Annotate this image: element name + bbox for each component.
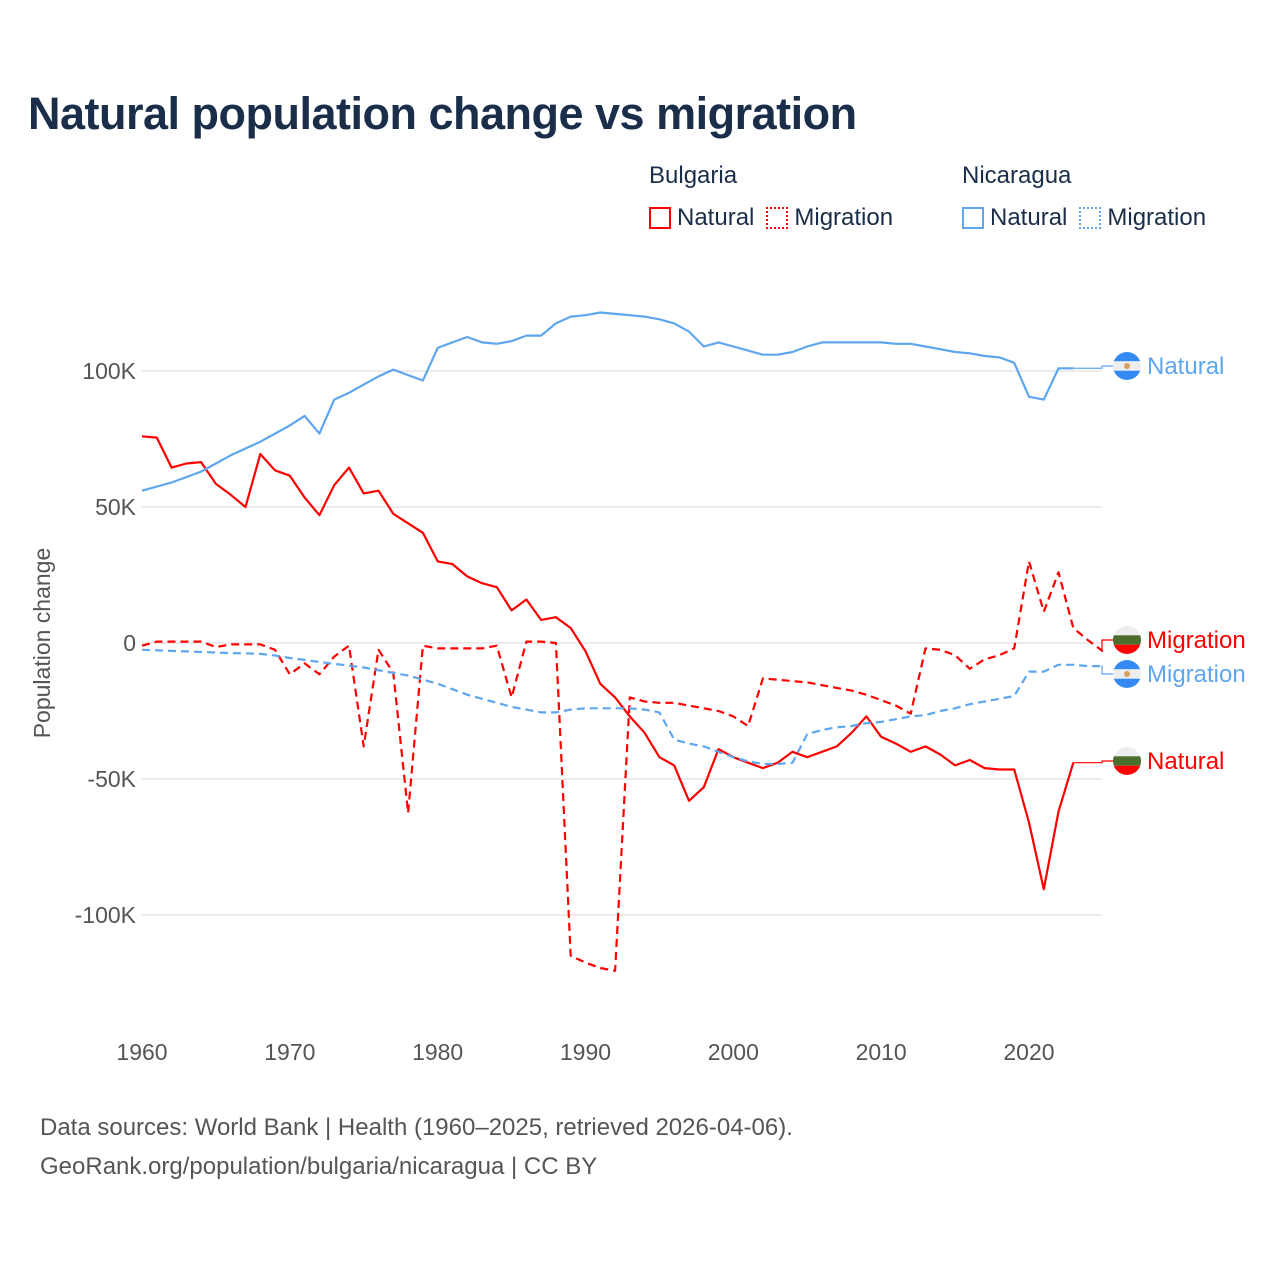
legend-item-nicaragua-migration[interactable]: Migration: [1079, 204, 1206, 232]
legend-swatch-dotted: [1079, 207, 1102, 229]
x-tick-label: 1980: [412, 1039, 463, 1065]
legend-swatch-dotted: [766, 207, 789, 229]
attribution-link[interactable]: GeoRank.org/population/bulgaria/nicaragu…: [40, 1153, 598, 1180]
series-end-label: Natural: [1147, 353, 1224, 380]
y-tick-label: -50K: [87, 766, 136, 792]
legend-item-bulgaria-migration[interactable]: Migration: [766, 204, 893, 232]
nicaragua-flag-icon: [1113, 352, 1141, 380]
legend-label: Natural: [677, 204, 755, 231]
series-end-label: Migration: [1147, 661, 1246, 688]
series-end-label: Natural: [1147, 748, 1224, 775]
x-tick-label: 1970: [264, 1039, 315, 1065]
y-tick-label: 0: [123, 630, 136, 656]
legend-country: Nicaragua: [962, 162, 1072, 189]
legend-label: Natural: [990, 204, 1068, 231]
label-connector: [1073, 760, 1114, 764]
x-tick-label: 1960: [116, 1039, 167, 1065]
x-tick-label: 2010: [856, 1039, 907, 1065]
nicaragua-flag-icon: [1113, 660, 1141, 688]
footer: Data sources: World Bank | Health (1960–…: [40, 1108, 793, 1186]
chart-title: Natural population change vs migration: [28, 88, 857, 139]
series-line-nicaragua-natural: [141, 311, 1074, 492]
legend-swatch-solid: [962, 207, 984, 229]
legend-item-bulgaria-natural[interactable]: Natural: [649, 204, 754, 232]
x-tick-label: 2000: [708, 1039, 759, 1065]
data-source-text: Data sources: World Bank | Health (1960–…: [40, 1114, 793, 1141]
series-end-label: Migration: [1147, 627, 1246, 654]
y-tick-label: -100K: [75, 902, 137, 928]
series-line-bulgaria-natural: [141, 435, 1075, 891]
legend-group-nicaragua: Nicaragua Natural Migration: [962, 162, 1206, 232]
label-connector: [1101, 639, 1114, 652]
y-tick-label: 50K: [95, 494, 137, 520]
bulgaria-flag-icon: [1113, 747, 1141, 775]
label-connector: [1101, 665, 1114, 675]
series-line-bulgaria-migration: [141, 560, 1104, 972]
legend-label: Migration: [1107, 204, 1207, 231]
label-connector: [1073, 365, 1114, 369]
legend-country: Bulgaria: [649, 162, 738, 189]
legend-group-bulgaria: Bulgaria Natural Migration: [649, 162, 893, 232]
x-tick-label: 2020: [1003, 1039, 1054, 1065]
bulgaria-flag-icon: [1113, 626, 1141, 654]
legend-label: Migration: [794, 204, 894, 231]
y-axis-label: Population change: [29, 548, 55, 739]
series-line-nicaragua-migration: [141, 648, 1103, 766]
legend-swatch-solid: [649, 207, 671, 229]
legend-item-nicaragua-natural[interactable]: Natural: [962, 204, 1067, 232]
y-tick-label: 100K: [82, 358, 136, 384]
x-tick-label: 1990: [560, 1039, 611, 1065]
